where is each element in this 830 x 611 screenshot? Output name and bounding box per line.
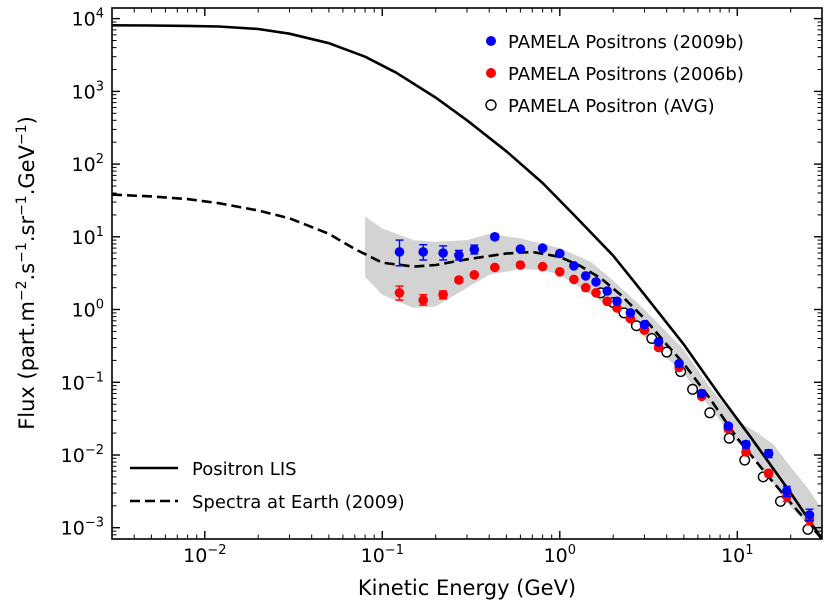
- point-2006b: [741, 447, 751, 457]
- point-2009b: [625, 308, 636, 318]
- point-2009b: [763, 448, 774, 459]
- y-tick-label: 104: [72, 7, 104, 31]
- point-2009b: [438, 248, 448, 258]
- point-avg: [739, 454, 751, 466]
- x-axis-label: Kinetic Energy (GeV): [358, 576, 576, 600]
- x-tick-label: 10−1: [361, 543, 404, 567]
- legend-marker-avg: [485, 99, 497, 111]
- point-2009b: [537, 243, 548, 253]
- point-2006b: [469, 270, 480, 280]
- point-2009b: [418, 247, 429, 257]
- point-2006b: [763, 468, 774, 479]
- point-2009b: [580, 271, 591, 281]
- legend-bottom: Positron LIS Spectra at Earth (2009): [130, 459, 405, 513]
- y-axis-label: Flux (part.m−2.s−1.sr−1.GeV−1): [14, 116, 39, 430]
- y-label-sup: −2: [14, 280, 30, 301]
- y-tick-label: 10−3: [61, 516, 104, 540]
- y-tick-label: 100: [72, 298, 104, 322]
- point-2009b: [612, 296, 622, 307]
- point-2009b: [602, 286, 612, 296]
- legend-marker-2006b: [486, 68, 496, 78]
- legend-label-2009b: PAMELA Positrons (2009b): [508, 32, 744, 53]
- point-2009b: [591, 277, 601, 287]
- tick-labels-group: 10−2 10−1 100 101 10−3 10−2 10−1 100 101 102 103 10…: [61, 7, 754, 567]
- legend-label-earth: Spectra at Earth (2009): [192, 492, 405, 513]
- point-2006b: [454, 275, 464, 285]
- x-tick-label: 10−2: [183, 543, 226, 567]
- y-label-sup: −1: [14, 124, 30, 145]
- y-label-sup: −1: [14, 242, 30, 263]
- point-2009b: [454, 250, 464, 260]
- plot-area: [112, 24, 822, 539]
- point-2006b: [580, 282, 591, 293]
- point-2006b: [490, 262, 500, 273]
- y-tick-label: 101: [72, 225, 104, 249]
- legend-label-lis: Positron LIS: [192, 459, 297, 480]
- point-2006b: [418, 295, 429, 305]
- point-2006b: [537, 261, 548, 272]
- point-2009b: [723, 421, 734, 431]
- y-label-part: ): [15, 116, 39, 124]
- y-label-part: .s: [15, 263, 39, 281]
- axis-ticks-group: [111, 8, 823, 540]
- point-2009b: [741, 439, 751, 450]
- point-avg: [723, 432, 735, 444]
- point-avg: [704, 407, 716, 419]
- point-2006b: [438, 289, 448, 300]
- legend-marker-2009b: [486, 36, 496, 46]
- point-2009b: [639, 319, 650, 330]
- point-2009b: [515, 244, 526, 254]
- point-2009b: [469, 244, 480, 255]
- point-2009b: [555, 248, 565, 259]
- point-2009b: [804, 510, 815, 520]
- point-2009b: [569, 261, 579, 271]
- point-2006b: [591, 288, 601, 298]
- legend-top: PAMELA Positrons (2009b) PAMELA Positron…: [485, 32, 744, 117]
- point-2009b: [394, 247, 405, 257]
- point-2009b: [490, 232, 500, 242]
- y-label-part: Flux (part.m: [15, 301, 39, 430]
- point-2006b: [569, 274, 579, 285]
- point-2006b: [394, 288, 405, 298]
- y-tick-label: 10−2: [61, 443, 104, 467]
- x-tick-label: 101: [721, 543, 753, 567]
- point-avg: [687, 383, 699, 395]
- data-points-group: [394, 232, 815, 535]
- point-2009b: [653, 337, 664, 347]
- legend-label-avg: PAMELA Positron (AVG): [508, 96, 715, 117]
- point-2006b: [612, 303, 622, 313]
- y-tick-label: 102: [72, 152, 104, 176]
- y-label-part: .GeV: [15, 144, 39, 195]
- point-2009b: [674, 358, 684, 369]
- y-tick-label: 10−1: [61, 370, 104, 394]
- legend-label-2006b: PAMELA Positrons (2006b): [508, 64, 744, 85]
- positron-lis-line: [112, 24, 822, 539]
- point-2006b: [555, 267, 565, 277]
- y-label-sup: −1: [14, 195, 30, 216]
- point-2009b: [696, 388, 707, 399]
- point-2009b: [782, 486, 792, 496]
- x-tick-label: 100: [544, 543, 576, 567]
- point-avg: [661, 346, 673, 358]
- point-2006b: [515, 260, 526, 270]
- y-label-part: .sr: [15, 216, 39, 243]
- point-2006b: [602, 296, 612, 307]
- point-avg: [802, 523, 814, 535]
- y-tick-label: 103: [72, 79, 104, 103]
